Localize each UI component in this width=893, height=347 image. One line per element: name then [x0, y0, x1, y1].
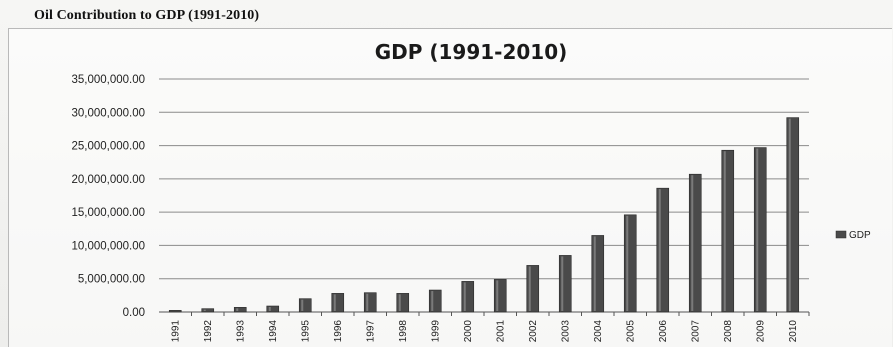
bar-highlight — [626, 215, 629, 311]
x-tick-label: 2010 — [788, 320, 799, 343]
x-tick-label: 1991 — [170, 320, 181, 343]
x-tick-label: 1999 — [430, 320, 441, 343]
bar — [363, 292, 377, 313]
x-tick-label: 2006 — [658, 320, 669, 343]
bar-highlight — [463, 282, 466, 311]
gdp-bar-chart: GDP (1991-2010) 0.00 5,000,000.00 10,000,00… — [71, 40, 871, 343]
bar — [558, 255, 572, 313]
y-tick-label: 15,000,000.00 — [71, 207, 145, 219]
bar — [753, 147, 767, 313]
bar-highlight — [788, 118, 791, 312]
bar-highlight — [691, 175, 694, 311]
y-tick-label: 5,000,000.00 — [78, 274, 145, 286]
bar — [623, 214, 637, 313]
bar — [298, 298, 312, 313]
x-tick-label: 1996 — [333, 320, 344, 343]
bar-highlight — [593, 236, 596, 311]
y-tick-label: 10,000,000.00 — [71, 240, 145, 252]
bar-highlight — [236, 308, 239, 311]
bar — [331, 293, 345, 313]
x-tick-label: 1993 — [235, 320, 246, 343]
document-heading: Oil Contribution to GDP (1991-2010) — [34, 8, 260, 23]
bar — [233, 307, 247, 313]
chart-frame: GDP (1991-2010) 0.00 5,000,000.00 10,000,00… — [8, 28, 892, 347]
bar-highlight — [723, 151, 726, 311]
x-tick-label: 2000 — [463, 320, 474, 343]
legend-label: GDP — [849, 230, 871, 241]
x-tick-label: 1997 — [365, 320, 376, 343]
bar-highlight — [398, 294, 401, 311]
bar-highlight — [496, 280, 499, 311]
x-tick-label: 2004 — [593, 320, 604, 343]
bar — [591, 235, 605, 313]
y-tick-label: 25,000,000.00 — [71, 141, 145, 153]
y-tick-label: 0.00 — [123, 307, 145, 319]
bar-highlight — [333, 294, 336, 311]
chart-title: GDP (1991-2010) — [375, 40, 568, 64]
bar-highlight — [268, 307, 271, 311]
bar-highlight — [366, 293, 369, 311]
x-tick-label: 2005 — [625, 320, 636, 343]
bar-highlight — [561, 256, 564, 311]
x-tick-label: 1994 — [268, 320, 279, 343]
y-tick-label: 30,000,000.00 — [71, 107, 145, 119]
x-tick-label: 2002 — [528, 320, 539, 343]
bar-highlight — [528, 266, 531, 311]
y-tick-label: 35,000,000.00 — [71, 74, 145, 86]
bar-highlight — [431, 291, 434, 311]
bar — [266, 305, 280, 313]
x-tick-label: 2007 — [690, 320, 701, 343]
x-tick-label: 2008 — [723, 320, 734, 343]
bar-highlight — [203, 309, 206, 311]
legend-swatch — [835, 230, 847, 239]
bar — [396, 293, 410, 313]
x-tick-label: 2001 — [495, 320, 506, 343]
bar — [688, 173, 702, 313]
bar — [656, 187, 670, 313]
bar — [786, 117, 800, 313]
x-tick-label: 2009 — [755, 320, 766, 343]
x-tick-label: 1992 — [203, 320, 214, 343]
bar-highlight — [301, 299, 304, 311]
bar — [428, 289, 442, 313]
bar — [526, 265, 540, 313]
x-tick-label: 1998 — [398, 320, 409, 343]
x-tick-label: 2003 — [560, 320, 571, 343]
bar-highlight — [756, 148, 759, 311]
x-tick-label: 1995 — [300, 320, 311, 343]
bar — [201, 308, 215, 313]
bar — [721, 149, 735, 313]
bar — [168, 310, 182, 313]
bar — [461, 281, 475, 313]
bar-highlight — [658, 189, 661, 311]
y-tick-label: 20,000,000.00 — [71, 174, 145, 186]
bar — [493, 279, 507, 313]
